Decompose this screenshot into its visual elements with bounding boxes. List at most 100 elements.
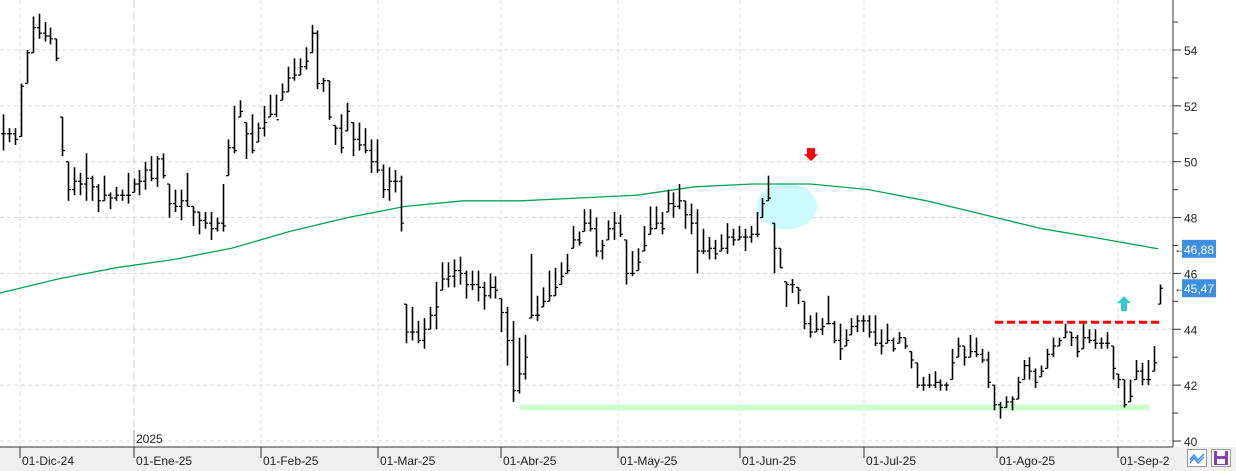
ohlc-bar: [1027, 357, 1032, 380]
ohlc-bar: [126, 172, 131, 204]
ohlc-bar: [956, 337, 961, 358]
y-tick-label: 46: [1184, 267, 1198, 281]
y-tick-label: 54: [1184, 44, 1198, 58]
ohlc-bar: [48, 27, 53, 45]
ohlc-bar: [719, 234, 724, 252]
save-button[interactable]: [1211, 449, 1231, 467]
ohlc-bar: [808, 315, 813, 338]
ohlc-bar: [565, 253, 570, 275]
ohlc-bar: [790, 279, 795, 293]
ohlc-bar: [310, 24, 315, 54]
ohlc-bar: [642, 225, 647, 252]
ohlc-bar: [149, 156, 154, 182]
ohlc-bar: [511, 320, 516, 402]
ohlc-bar: [577, 231, 582, 246]
ohlc-bar: [185, 172, 190, 207]
ohlc-bar: [541, 287, 546, 308]
year-marker: 2025: [136, 432, 163, 446]
top-highlight-ellipse: [757, 183, 817, 230]
x-tick-label: 01-Sep-2: [1120, 454, 1170, 468]
ohlc-bar: [1039, 365, 1044, 378]
ohlc-bar: [938, 379, 943, 391]
ohlc-bar: [1099, 337, 1104, 349]
y-tick-label: 50: [1184, 156, 1198, 170]
ohlc-bar: [701, 228, 706, 254]
ohlc-bar: [535, 295, 540, 321]
ohlc-bar: [114, 186, 119, 201]
ohlc-bar: [1069, 331, 1074, 347]
ohlc-bar: [826, 295, 831, 325]
ohlc-bar: [778, 247, 783, 269]
sell-arrow-icon: [804, 148, 818, 162]
y-tick-label: 42: [1184, 379, 1198, 393]
ohlc-bar: [404, 303, 409, 344]
moving-average-line: [0, 183, 1159, 294]
ohlc-bar: [731, 228, 736, 246]
ohlc-bar: [832, 320, 837, 344]
ohlc-bar: [102, 175, 107, 202]
ohlc-bar: [274, 94, 279, 121]
ohlc-bar: [1146, 360, 1151, 386]
x-tick-label: 01-Jul-25: [866, 454, 916, 468]
ohlc-bar: [725, 223, 730, 254]
y-tick-label: 48: [1184, 212, 1198, 226]
ohlc-bar: [660, 211, 665, 235]
ohlc-bar: [357, 122, 362, 151]
ohlc-bar: [784, 281, 789, 307]
ohlc-bar: [695, 209, 700, 274]
ohlc-bar: [974, 337, 979, 358]
ohlc-bar: [766, 175, 771, 202]
ohlc-bar: [321, 77, 326, 92]
y-tick-label: 40: [1184, 435, 1198, 449]
ohlc-bar: [333, 124, 338, 145]
ohlc-bar: [1010, 396, 1015, 411]
ohlc-bar: [760, 198, 765, 219]
ohlc-bar: [482, 281, 487, 310]
ohlc-bar: [60, 116, 65, 157]
ohlc-bar: [903, 337, 908, 349]
buy-arrow-icon: [1117, 296, 1131, 312]
ohlc-bar: [582, 209, 587, 233]
ohlc-bar: [1004, 396, 1009, 409]
ohlc-bar: [689, 203, 694, 235]
ohlc-bar: [897, 332, 902, 344]
ohlc-bar: [434, 281, 439, 330]
ohlc-bar: [796, 286, 801, 305]
ohlc-bar: [677, 184, 682, 210]
ohlc-bar: [1111, 345, 1116, 380]
ohlc-bar: [7, 128, 12, 143]
ohlc-bar: [529, 253, 534, 319]
ohlc-bar: [772, 222, 777, 274]
ohlc-bar: [814, 312, 819, 333]
ohlc-bar: [1016, 376, 1021, 400]
ohlc-bar: [410, 306, 415, 341]
ohlc-bar: [980, 348, 985, 363]
ohlc-bar: [381, 164, 386, 199]
ohlc-bar: [1057, 337, 1062, 347]
ohlc-bar: [588, 209, 593, 232]
ohlc-bar: [849, 318, 854, 336]
ohlc-bar: [90, 175, 95, 201]
ohlc-bar: [962, 345, 967, 366]
ohlc-bar: [54, 38, 59, 62]
last-value-label: 46,88: [1184, 243, 1214, 257]
ohlc-bar: [96, 184, 101, 212]
ohlc-bar: [559, 262, 564, 286]
ohlc-bar: [1128, 379, 1133, 403]
ohlc-bar: [867, 315, 872, 338]
ohlc-bar: [1063, 323, 1068, 339]
ohlc-bar: [618, 214, 623, 238]
ohlc-bar: [280, 83, 285, 101]
ohlc-bar: [671, 192, 676, 218]
ohlc-bar: [399, 175, 404, 232]
ohlc-bar: [921, 376, 926, 391]
ohlc-bar: [1045, 348, 1050, 369]
ohlc-bar: [600, 239, 605, 260]
chart-style-button[interactable]: [1187, 449, 1207, 467]
last-value-box: [1182, 239, 1216, 258]
last-value-labels: ←46,88←45,47: [1174, 239, 1216, 298]
ohlc-bar: [256, 122, 261, 143]
ohlc-bar: [636, 248, 641, 272]
ohlc-bar: [1134, 360, 1139, 381]
ohlc-bar: [838, 323, 843, 361]
